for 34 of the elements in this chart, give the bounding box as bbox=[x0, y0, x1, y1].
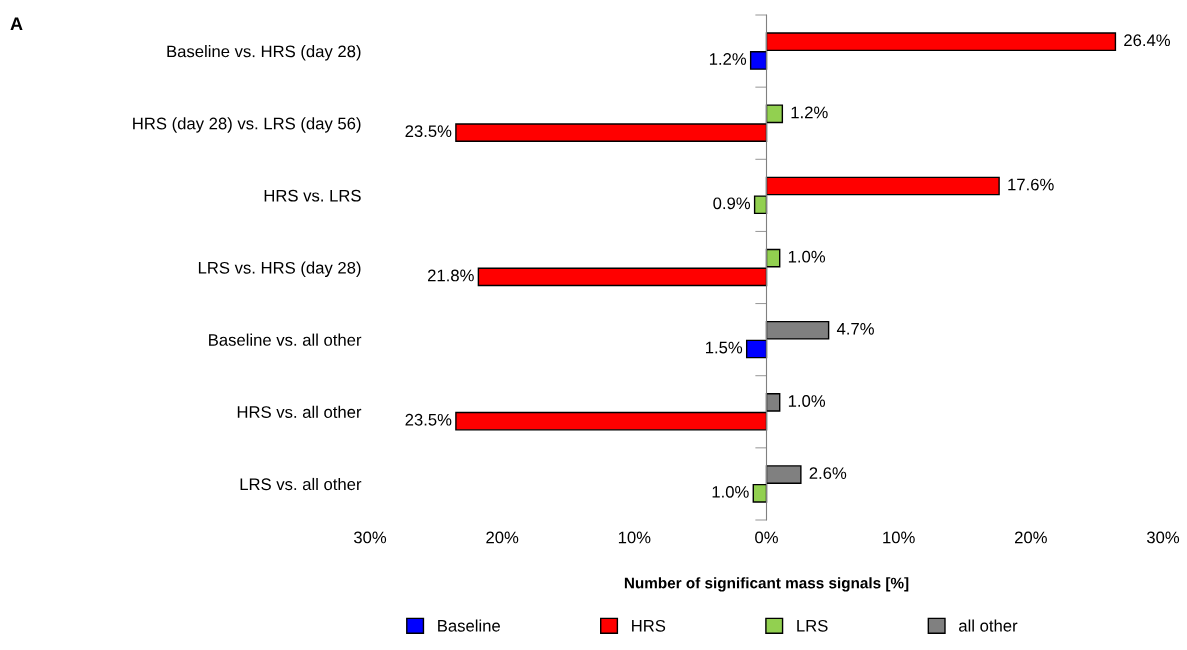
data-label: 1.2% bbox=[791, 106, 828, 119]
data-label: 0.9% bbox=[713, 197, 751, 210]
y-tick-label: HRS (day 28) vs. LRS (day 56) bbox=[133, 117, 361, 133]
legend-label: HRS bbox=[632, 619, 666, 632]
legend-label: LRS bbox=[797, 619, 828, 632]
legend-label: all other bbox=[959, 619, 1018, 632]
data-label: 1.5% bbox=[705, 341, 743, 354]
y-tick-label: Baseline vs. all other bbox=[209, 333, 362, 346]
y-tick-label: HRS vs. all other bbox=[237, 405, 362, 418]
data-label: 4.7% bbox=[836, 323, 874, 335]
x-tick-label: 10% bbox=[883, 531, 915, 544]
x-tick-label: 30% bbox=[353, 531, 387, 544]
y-tick-label: HRS vs. LRS bbox=[264, 189, 361, 202]
data-label: 1.2% bbox=[709, 53, 747, 65]
x-tick-label: 30% bbox=[1146, 531, 1180, 544]
y-tick-label: LRS vs. all other bbox=[240, 477, 362, 491]
data-label: 17.6% bbox=[1008, 178, 1054, 191]
y-tick-label: Baseline vs. HRS (day 28) bbox=[167, 45, 361, 61]
data-label: 2.6% bbox=[809, 467, 847, 480]
data-label: 23.5% bbox=[405, 125, 452, 138]
legend-label: Baseline bbox=[438, 619, 500, 632]
text: A bbox=[10, 17, 23, 30]
data-label: 23.5% bbox=[405, 413, 452, 426]
x-tick-label: 0% bbox=[755, 531, 778, 544]
data-label: 1.0% bbox=[788, 250, 826, 263]
x-axis-title: Number of significant mass signals [%] bbox=[624, 577, 909, 592]
data-label: 26.4% bbox=[1124, 34, 1171, 47]
x-tick-label: 10% bbox=[618, 531, 651, 544]
x-tick-label: 20% bbox=[1014, 531, 1047, 544]
data-label: 1.0% bbox=[788, 395, 826, 407]
data-label: 21.8% bbox=[427, 269, 474, 282]
y-tick-label: LRS vs. HRS (day 28) bbox=[198, 261, 361, 277]
data-label: 1.0% bbox=[712, 485, 749, 498]
x-tick-label: 20% bbox=[486, 531, 519, 544]
